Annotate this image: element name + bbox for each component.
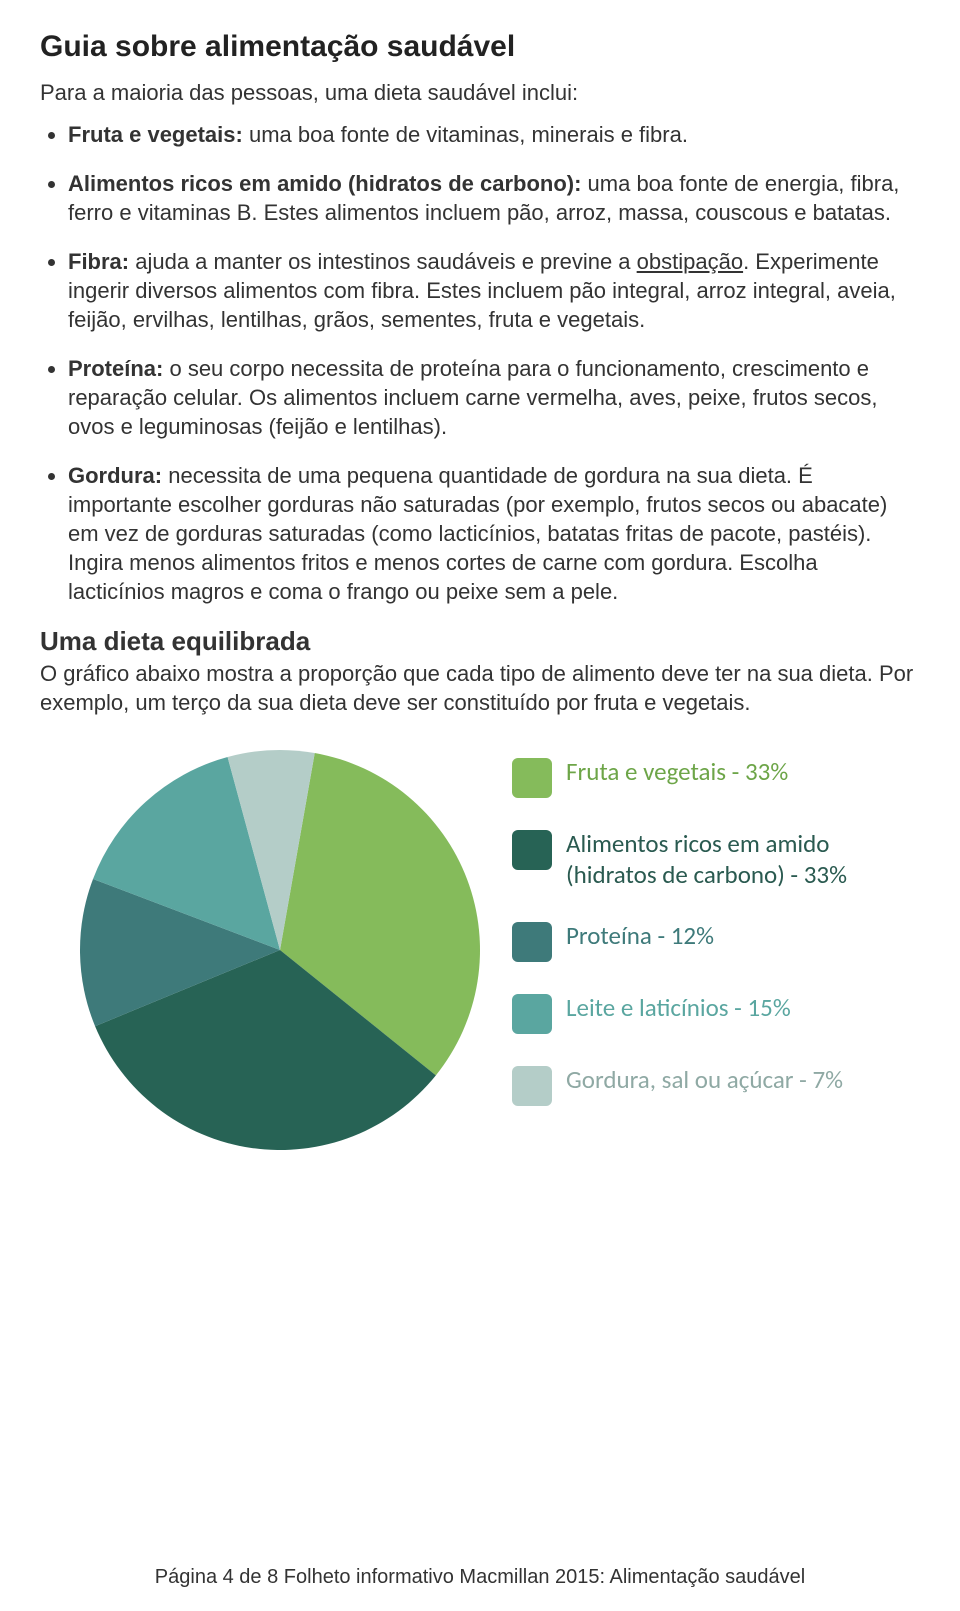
legend-row-gordura: Gordura, sal ou açúcar - 7% [512, 1064, 916, 1106]
bullet-underline: obstipação [637, 249, 743, 274]
legend-row-proteina: Proteína - 12% [512, 920, 916, 962]
chart-area: Fruta e vegetais - 33% Alimentos ricos em… [40, 740, 920, 1160]
bullet-rest: necessita de uma pequena quantidade de g… [68, 463, 887, 604]
legend-swatch [512, 922, 552, 962]
bullet-list: Fruta e vegetais: uma boa fonte de vitam… [40, 120, 920, 606]
legend-label: Fruta e vegetais - 33% [566, 756, 788, 787]
bullet-rest: o seu corpo necessita de proteína para o… [68, 356, 878, 439]
legend-swatch [512, 1066, 552, 1106]
section-heading: Uma dieta equilibrada [40, 626, 920, 657]
legend-label: Proteína - 12% [566, 920, 714, 951]
bullet-rest: uma boa fonte de vitaminas, minerais e f… [243, 122, 688, 147]
bullet-pre: ajuda a manter os intestinos saudáveis e… [129, 249, 637, 274]
bullet-item: Fruta e vegetais: uma boa fonte de vitam… [68, 120, 920, 149]
bullet-item: Alimentos ricos em amido (hidratos de ca… [68, 169, 920, 227]
bullet-item: Proteína: o seu corpo necessita de prote… [68, 354, 920, 441]
pie-chart [70, 740, 490, 1160]
legend-label: Leite e laticínios - 15% [566, 992, 791, 1023]
legend-label: Alimentos ricos em amido (hidratos de ca… [566, 828, 916, 891]
legend-swatch [512, 830, 552, 870]
intro-text: Para a maioria das pessoas, uma dieta sa… [40, 80, 920, 106]
legend-row-amido: Alimentos ricos em amido (hidratos de ca… [512, 828, 916, 891]
legend-swatch [512, 758, 552, 798]
bullet-lead: Gordura: [68, 463, 162, 488]
legend-row-leite: Leite e laticínios - 15% [512, 992, 916, 1034]
bullet-lead: Fibra: [68, 249, 129, 274]
legend-label: Gordura, sal ou açúcar - 7% [566, 1064, 843, 1095]
legend-row-fruta_vegetais: Fruta e vegetais - 33% [512, 756, 916, 798]
bullet-lead: Fruta e vegetais: [68, 122, 243, 147]
legend-swatch [512, 994, 552, 1034]
bullet-lead: Proteína: [68, 356, 163, 381]
bullet-item: Gordura: necessita de uma pequena quanti… [68, 461, 920, 606]
chart-legend: Fruta e vegetais - 33% Alimentos ricos em… [512, 740, 916, 1107]
section-body: O gráfico abaixo mostra a proporção que … [40, 659, 920, 717]
bullet-item: Fibra: ajuda a manter os intestinos saud… [68, 247, 920, 334]
bullet-lead: Alimentos ricos em amido (hidratos de ca… [68, 171, 581, 196]
page-title: Guia sobre alimentação saudável [40, 30, 920, 64]
page-footer: Página 4 de 8 Folheto informativo Macmil… [0, 1566, 960, 1589]
